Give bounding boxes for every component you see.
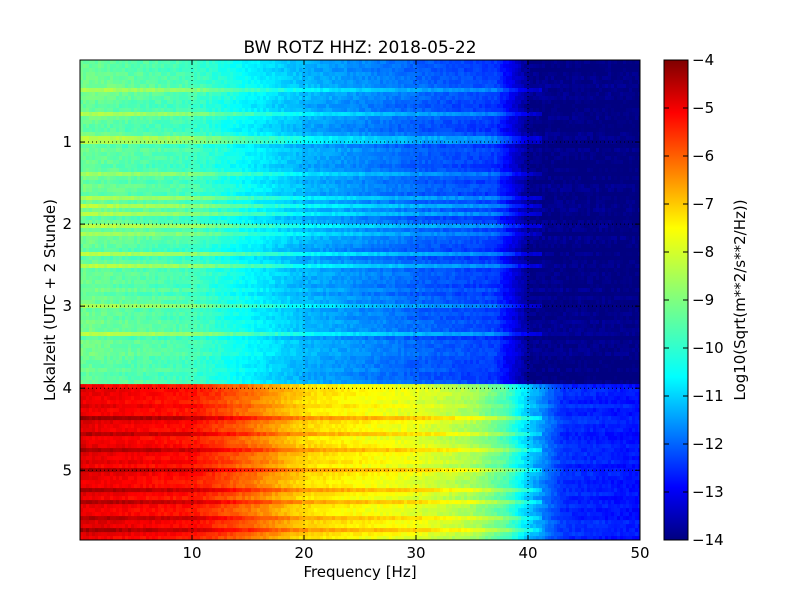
- spectrogram-heatmap: [80, 60, 642, 541]
